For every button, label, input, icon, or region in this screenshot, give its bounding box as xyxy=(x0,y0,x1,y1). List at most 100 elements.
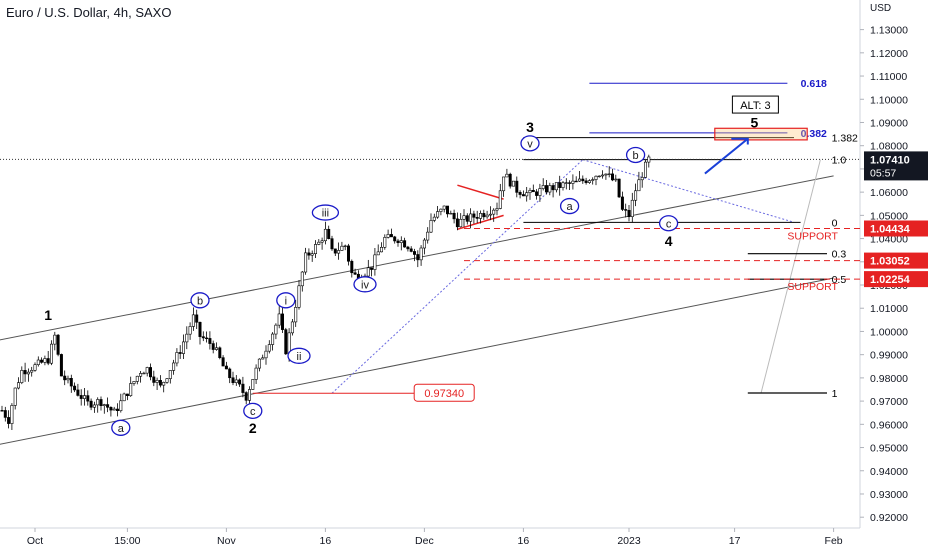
y-tick-label: 1.10000 xyxy=(870,94,908,106)
x-tick-label: 16 xyxy=(320,535,332,547)
candle-body xyxy=(135,375,139,382)
support-price-tag xyxy=(864,220,928,237)
current-price-tag xyxy=(864,151,928,181)
wave-label-circle xyxy=(111,419,131,436)
x-tick-label: 17 xyxy=(729,535,741,547)
candle-body xyxy=(366,267,370,277)
candle-body xyxy=(122,393,126,402)
candle-body xyxy=(145,367,149,374)
candle-body xyxy=(46,358,50,364)
current-price-countdown: 05:57 xyxy=(870,167,896,179)
candle-body xyxy=(191,314,195,327)
candle-body xyxy=(231,377,235,383)
candle-body xyxy=(601,174,605,177)
candle-body xyxy=(26,371,30,375)
fib-level-label: 0.5 xyxy=(832,274,847,286)
candle-body xyxy=(594,175,598,180)
candle-body xyxy=(215,347,219,350)
candle-body xyxy=(541,185,545,189)
candle-body xyxy=(76,389,80,396)
candle-body xyxy=(607,173,611,175)
annotation-text: ALT: 3 xyxy=(740,100,770,112)
wave-label-circle xyxy=(287,347,311,364)
candle-body xyxy=(73,385,77,391)
candle-body xyxy=(102,404,106,406)
y-tick-label: 1.12000 xyxy=(870,48,908,60)
candle-body xyxy=(99,399,103,406)
candle-body xyxy=(13,387,17,406)
candle-body xyxy=(373,254,377,270)
target-box xyxy=(714,127,808,141)
x-tick-label: 2023 xyxy=(617,535,641,547)
candle-body xyxy=(502,176,506,192)
candle-body xyxy=(472,213,476,218)
wave-label-circle xyxy=(243,402,263,420)
candle-body xyxy=(584,180,588,183)
wave-label-circle xyxy=(311,204,340,221)
candle-body xyxy=(406,246,410,250)
candle-body xyxy=(577,178,581,182)
wave-label-text: 3 xyxy=(526,119,534,135)
candle-body xyxy=(436,211,440,218)
y-tick-label: 1.05000 xyxy=(870,210,908,222)
candle-body xyxy=(389,234,393,238)
candle-body xyxy=(465,215,469,222)
candle-body xyxy=(485,214,489,218)
candle-body xyxy=(53,334,57,345)
candle-body xyxy=(439,208,443,212)
candle-body xyxy=(20,370,24,383)
support-price-value: 1.04434 xyxy=(870,223,911,235)
support-label: SUPPORT xyxy=(787,230,838,242)
candle-body xyxy=(96,399,100,406)
candle-body xyxy=(201,336,205,339)
candle-body xyxy=(337,250,341,254)
candle-body xyxy=(393,236,397,242)
candle-body xyxy=(106,404,110,408)
candle-body xyxy=(340,245,344,251)
currency-label: USD xyxy=(870,3,892,14)
wave-label-circle xyxy=(520,135,540,152)
candle-body xyxy=(346,245,350,262)
candle-body xyxy=(30,370,34,373)
candle-body xyxy=(508,173,512,187)
candle-body xyxy=(597,175,601,178)
candle-body xyxy=(63,375,67,381)
candle-body xyxy=(195,314,199,323)
candle-body xyxy=(40,359,44,363)
candle-body xyxy=(83,395,87,399)
candle-body xyxy=(386,234,390,238)
candle-body xyxy=(449,212,453,215)
candle-body xyxy=(478,213,482,219)
candle-body xyxy=(353,272,357,275)
y-tick-label: 1.08000 xyxy=(870,141,908,153)
candle-body xyxy=(284,329,288,355)
target-arrow-head xyxy=(731,137,749,145)
candle-body xyxy=(383,237,387,248)
candle-body xyxy=(531,189,535,193)
candle-body xyxy=(3,410,7,418)
candle-body xyxy=(518,192,522,195)
y-tick-label: 0.94000 xyxy=(870,466,908,478)
candle-body xyxy=(56,334,60,355)
fib-level-label: 1 xyxy=(832,388,838,400)
y-tick-label: 0.97000 xyxy=(870,396,908,408)
candle-body xyxy=(330,238,334,250)
candle-body xyxy=(515,180,519,193)
y-tick-label: 0.93000 xyxy=(870,489,908,501)
candle-body xyxy=(0,410,4,412)
candle-body xyxy=(300,271,304,287)
candle-body xyxy=(538,188,542,196)
candle-body xyxy=(244,392,248,401)
candle-body xyxy=(370,267,374,270)
candle-body xyxy=(617,178,621,198)
fib-level-label: 0.3 xyxy=(832,249,847,261)
candle-body xyxy=(643,161,647,178)
candle-body xyxy=(165,378,169,383)
candle-body xyxy=(419,247,423,261)
candle-body xyxy=(234,379,238,383)
candle-body xyxy=(604,173,608,176)
wave-label-text: a xyxy=(118,423,125,435)
candle-body xyxy=(59,354,63,377)
